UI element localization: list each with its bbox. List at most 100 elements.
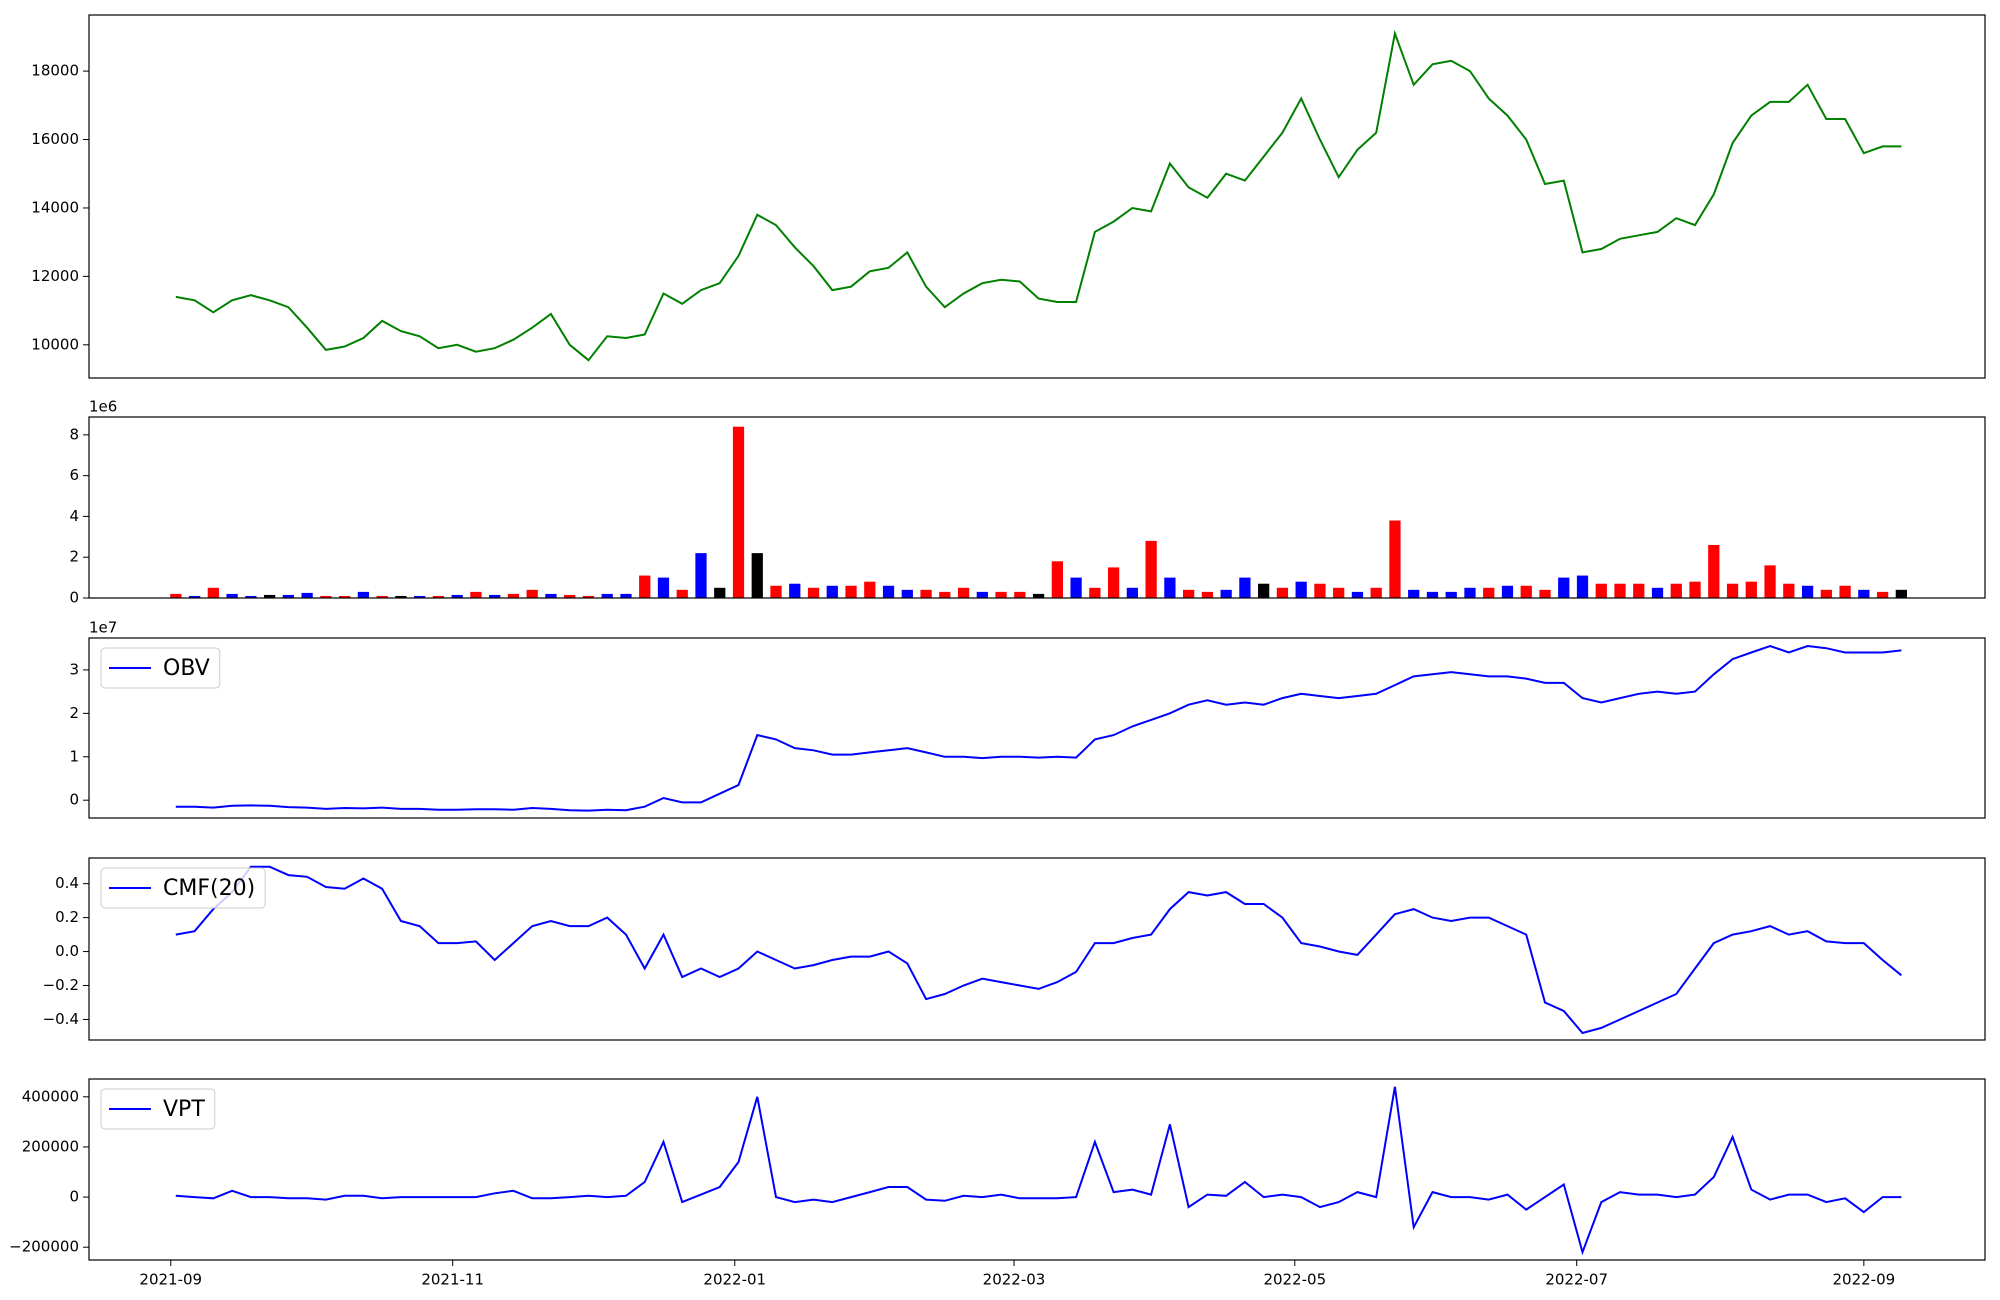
volume-bar	[564, 594, 576, 598]
volume-bar	[807, 587, 820, 598]
volume-bar	[1539, 589, 1551, 598]
volume-bar	[1408, 589, 1420, 598]
volume-bar	[1595, 583, 1607, 598]
legend-box	[100, 867, 266, 909]
volume-bar	[1558, 577, 1570, 598]
volume-bar	[357, 591, 370, 598]
y-tick-label: 2	[69, 704, 79, 722]
series-line	[175, 865, 1903, 1035]
volume-bar	[1239, 577, 1251, 598]
y-tick-label: 0	[69, 589, 79, 607]
volume-bar	[1183, 589, 1195, 598]
volume-bar	[1464, 587, 1476, 598]
axis-offset-label: 1e6	[89, 398, 117, 416]
volume-bar	[1651, 587, 1664, 598]
volume-bar	[789, 583, 801, 598]
volume-bar	[714, 587, 726, 598]
volume-bar	[939, 591, 951, 598]
volume-bar	[1745, 581, 1757, 598]
y-tick-label: 2	[69, 548, 79, 566]
volume-bar	[1858, 589, 1870, 598]
y-tick-label: 6	[69, 466, 79, 484]
volume-bar	[207, 587, 219, 598]
volume-bar	[432, 595, 445, 598]
volume-bar	[770, 585, 782, 598]
volume-bar	[263, 594, 276, 598]
volume-bar	[751, 553, 763, 598]
x-tick-label: 2021-11	[421, 1271, 484, 1289]
volume-bar	[601, 593, 613, 598]
volume-bar	[1726, 583, 1739, 598]
legend-box	[100, 1088, 216, 1130]
legend-box	[100, 647, 221, 689]
volume-bar	[1895, 589, 1907, 598]
volume-bar	[732, 426, 745, 598]
volume-bar	[882, 585, 895, 598]
y-tick-label: 0	[69, 791, 79, 809]
volume-bar	[1258, 583, 1270, 598]
volume-bar	[1089, 587, 1101, 598]
volume-bar	[1107, 567, 1120, 598]
volume-bar	[1576, 575, 1589, 598]
volume-bar	[301, 592, 313, 598]
y-tick-label: −200000	[9, 1238, 79, 1256]
volume-bar	[339, 595, 351, 598]
y-tick-label: 200000	[22, 1137, 79, 1155]
volume-bar	[1614, 583, 1626, 598]
volume-bar	[1876, 591, 1889, 598]
volume-bar	[1389, 520, 1401, 598]
volume-bar	[395, 595, 407, 598]
volume-bar	[1689, 581, 1701, 598]
volume-bar	[451, 594, 463, 598]
volume-bar	[1764, 565, 1776, 598]
y-tick-label: 18000	[31, 62, 79, 80]
volume-bar	[1314, 583, 1326, 598]
volume-bar	[376, 595, 388, 598]
volume-bar	[845, 585, 857, 598]
x-tick-label: 2022-09	[1832, 1271, 1895, 1289]
legend-label: OBV	[163, 656, 210, 681]
volume-bar	[1014, 591, 1026, 598]
volume-bar	[1783, 583, 1795, 598]
volume-bar	[1501, 585, 1514, 598]
y-tick-label: 8	[69, 425, 79, 443]
volume-bar	[1351, 591, 1364, 598]
volume-bar	[414, 595, 426, 598]
legend-label: CMF(20)	[163, 876, 255, 901]
volume-bar	[1220, 589, 1232, 598]
volume-bar	[957, 587, 970, 598]
legend-label: VPT	[163, 1097, 205, 1122]
y-tick-label: 0.2	[55, 908, 79, 926]
volume-bar	[1820, 589, 1832, 598]
volume-bar	[470, 591, 482, 598]
volume-bar	[170, 593, 182, 598]
x-tick-label: 2022-03	[983, 1271, 1046, 1289]
series-line	[175, 1086, 1902, 1256]
y-tick-label: −0.2	[43, 976, 79, 994]
y-tick-label: 0.4	[55, 874, 79, 892]
volume-bar	[526, 589, 538, 598]
volume-bar	[1276, 587, 1289, 598]
y-tick-label: 16000	[31, 130, 79, 148]
volume-bar	[1295, 581, 1307, 598]
volume-bar	[657, 577, 670, 598]
volume-bar	[1051, 561, 1063, 598]
plot-frame	[88, 1078, 1986, 1261]
plot-frame	[88, 416, 1986, 599]
volume-bar	[582, 595, 595, 598]
plot-frame	[88, 637, 1986, 819]
x-tick-label: 2022-01	[703, 1271, 766, 1289]
y-tick-label: −0.4	[43, 1010, 79, 1028]
volume-bar	[1164, 577, 1176, 598]
volume-bar	[1670, 583, 1682, 598]
volume-bar	[920, 589, 932, 598]
volume-bar	[1445, 591, 1457, 598]
x-tick-label: 2022-05	[1263, 1271, 1326, 1289]
volume-bar	[282, 594, 294, 598]
volume-bar	[489, 594, 501, 598]
volume-bar	[1032, 593, 1045, 598]
y-tick-label: 14000	[31, 198, 79, 216]
x-tick-label: 2021-09	[139, 1271, 202, 1289]
volume-bar	[901, 589, 913, 598]
